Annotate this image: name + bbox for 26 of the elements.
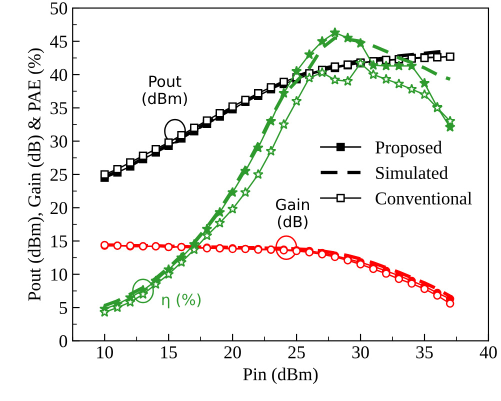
legend-label: Proposed [375,140,442,158]
x-tick-label: 40 [480,346,497,358]
y-tick-label: 50 [50,2,68,14]
x-tick-label: 30 [352,346,369,358]
y-tick-label: 5 [60,302,68,314]
legend-label: Conventional [376,192,472,205]
x-tick-label: 20 [224,346,241,358]
x-tick-label: 25 [288,346,305,358]
x-tick-label: 35 [416,346,433,358]
annotation: Pout (dBm) [142,76,187,106]
y-tick-label: 45 [50,36,68,48]
y-tick-label: 25 [50,168,68,181]
x-tick-label: 10 [97,346,113,358]
y-axis-title: Pout (dBm), Gain (dB) & PAE (%) [28,48,44,301]
y-tick-label: 35 [50,102,68,114]
x-axis-title: Pin (dBm) [243,368,318,384]
y-tick-label: 30 [50,135,68,148]
y-tick-label: 40 [50,68,68,82]
y-tick-label: 15 [51,235,68,248]
y-tick-label: 20 [50,202,68,214]
x-tick-label: 15 [161,346,177,358]
annotation: Gain (dB) [276,198,309,230]
annotation: η (%) [162,294,201,308]
y-tick-label: 10 [51,268,68,281]
legend-label: Simulated [376,166,448,180]
y-tick-label: 0 [59,335,68,348]
